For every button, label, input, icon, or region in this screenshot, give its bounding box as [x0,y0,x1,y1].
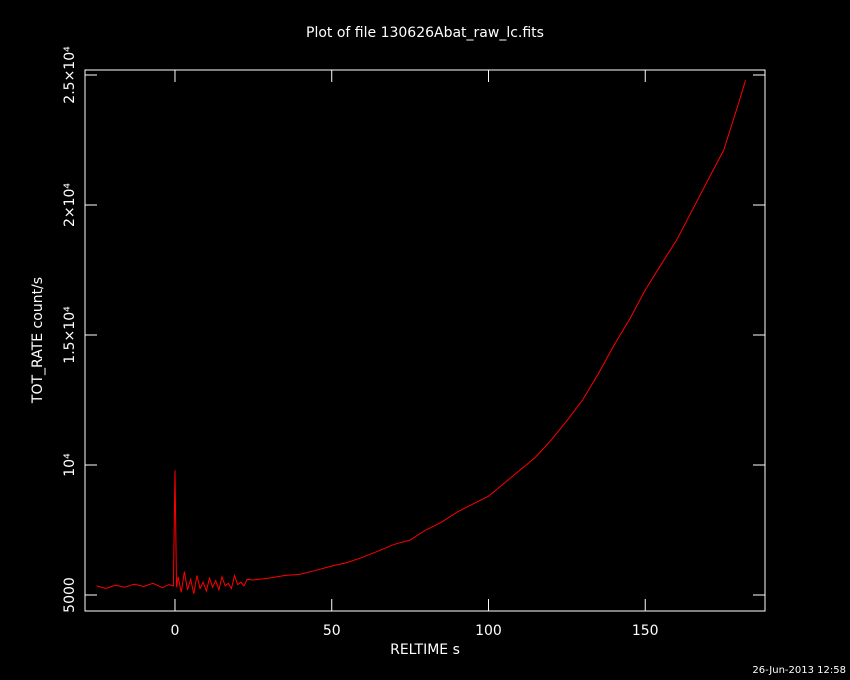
chart-title: Plot of file 130626Abat_raw_lc.fits [306,25,544,41]
plot-frame [84,69,766,612]
x-tick-label: 0 [171,623,180,639]
x-axis-label: RELTIME s [390,642,460,658]
timestamp: 26-Jun-2013 12:58 [752,665,846,676]
y-tick-label: 5000 [62,577,78,613]
y-tick-label: 2.5×10⁴ [62,46,78,104]
data-line [96,80,747,594]
x-tick-label: 50 [323,623,341,639]
y-tick-label: 10⁴ [62,453,78,477]
x-tick-label: 150 [632,623,659,639]
y-tick-label: 1.5×10⁴ [62,306,78,364]
y-axis-label: TOT_RATE count/s [30,277,46,404]
y-tick-label: 2×10⁴ [62,183,78,227]
x-tick-label: 100 [475,623,502,639]
